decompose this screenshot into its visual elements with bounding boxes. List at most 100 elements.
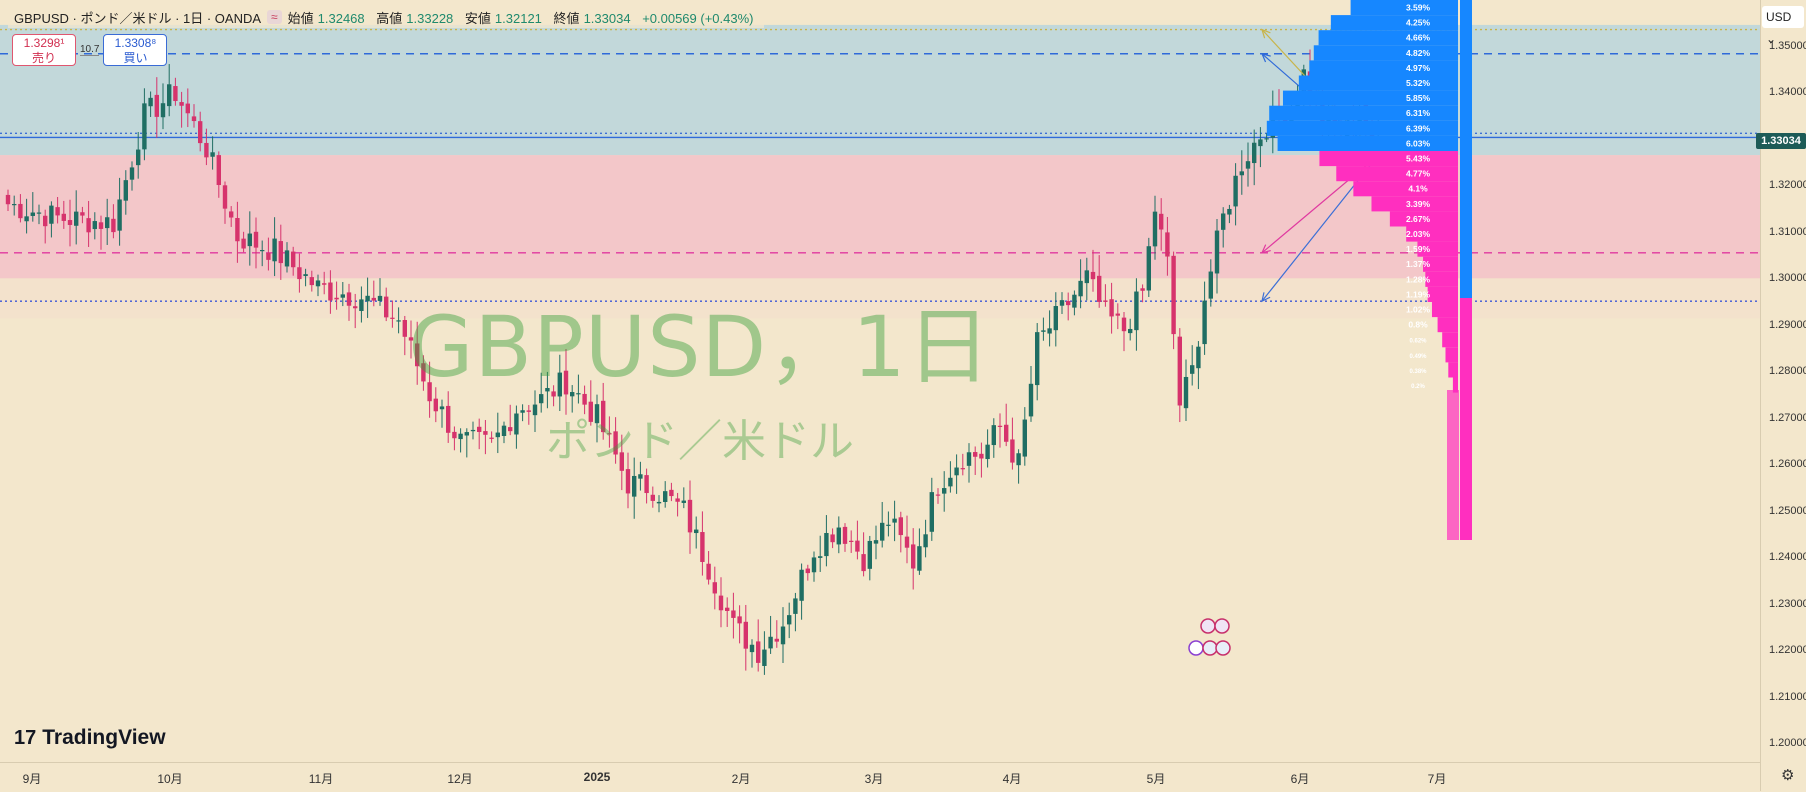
candle-body (142, 103, 147, 150)
volume-profile-bar (1371, 196, 1458, 212)
candle-body (737, 616, 742, 624)
candle-body (427, 382, 432, 402)
candle-body (694, 529, 699, 534)
candle-body (297, 267, 302, 280)
open-label: 始値 (287, 10, 314, 26)
candle-body (222, 185, 228, 209)
candle-body (650, 494, 655, 501)
volume-profile-bar (1425, 271, 1458, 287)
sell-volume-strip (1460, 298, 1472, 540)
candle-body (997, 425, 1003, 427)
candle-body (1208, 271, 1213, 299)
time-tick-label: 7月 (1427, 772, 1447, 786)
candle-body (489, 437, 494, 439)
candle-body (204, 142, 209, 158)
candle-body (384, 296, 389, 318)
candle-body (477, 426, 482, 433)
candle-body (917, 546, 922, 571)
symbol-title[interactable]: GBPUSD · ポンド／米ドル · 1日 · OANDA (14, 10, 262, 26)
candle-body (991, 425, 996, 446)
settings-icon[interactable]: ⚙ (1781, 767, 1795, 784)
candle-body (793, 598, 798, 614)
candle-body (1041, 330, 1046, 332)
candle-body (241, 238, 246, 249)
volume-profile-bar (1319, 151, 1458, 167)
event-icon-2 (1215, 640, 1231, 656)
time-tick-label: 3月 (864, 772, 884, 786)
candle-body (92, 221, 97, 230)
watermark-title: GBPUSD，1日 (408, 298, 992, 396)
volume-profile-bar (1309, 60, 1458, 76)
price-tick-label: 1.27000 (1769, 411, 1806, 424)
volume-profile-label: 0.62% (1409, 339, 1427, 345)
flag-event-icon-0 (1200, 618, 1216, 634)
candle-body (1146, 246, 1151, 291)
candle-body (619, 452, 624, 471)
volume-profile-label: 2.67% (1406, 214, 1431, 224)
candle-body (18, 203, 23, 219)
candle-body (402, 319, 407, 337)
buy-button[interactable]: 1.3308⁸ 買い (103, 34, 168, 66)
sell-button[interactable]: 1.3298¹ 売り (12, 34, 76, 66)
candle-body (948, 477, 953, 487)
candle-body (291, 251, 296, 268)
candle-body (433, 398, 438, 412)
volume-profile-label: 2.03% (1406, 229, 1431, 239)
current-price-badge: 1.33034 (1756, 133, 1806, 149)
price-zone-0 (0, 24, 1760, 156)
volume-profile-bar (1448, 362, 1458, 378)
candle-body (396, 320, 401, 322)
volume-profile-label: 5.43% (1406, 154, 1431, 164)
volume-profile-bar (1266, 120, 1458, 136)
candle-body (570, 392, 575, 397)
candle-body (1214, 230, 1220, 274)
candle-body (811, 557, 817, 573)
candle-body (799, 569, 804, 601)
candle-body (725, 607, 730, 611)
candle-body (842, 526, 848, 544)
price-tick-label: 1.21000 (1769, 690, 1806, 703)
buy-volume-strip (1460, 0, 1472, 298)
approx-icon[interactable]: ≈ (267, 10, 282, 24)
volume-profile-bar (1389, 211, 1458, 227)
candle-body (1258, 139, 1263, 147)
candle-body (1078, 280, 1083, 297)
sell-volume-tail (1447, 390, 1459, 540)
time-tick-label: 5月 (1146, 772, 1166, 786)
candle-body (830, 534, 835, 543)
candle-body (1165, 232, 1170, 257)
candle-body (458, 433, 463, 440)
candle-body (253, 231, 259, 248)
volume-profile-label: 3.39% (1406, 199, 1431, 209)
price-axis[interactable]: 1.350001.340001.330001.320001.310001.300… (1760, 0, 1806, 791)
volume-profile-label: 1.59% (1406, 244, 1431, 254)
time-axis[interactable]: 9月 10月 11月 12月 2025 2月 3月 4月 5月 6月 7月 (0, 762, 1760, 792)
tradingview-logo[interactable]: 17 TradingView (14, 726, 166, 750)
candle-body (663, 491, 668, 503)
currency-selector[interactable]: USD ⌄ (1762, 6, 1804, 46)
candle-body (154, 94, 159, 117)
candle-body (762, 649, 767, 666)
candle-body (855, 540, 860, 552)
candle-body (1103, 300, 1108, 302)
volume-profile-label: 0.8% (1408, 320, 1428, 330)
candle-body (1152, 211, 1158, 247)
candle-body (495, 432, 500, 438)
price-tick-label: 1.28000 (1769, 365, 1806, 378)
candle-body (756, 641, 761, 663)
candle-body (61, 213, 66, 221)
volume-profile-bar (1313, 45, 1458, 61)
candle-body (954, 467, 959, 476)
candle-body (1221, 213, 1226, 230)
candle-body (1233, 175, 1238, 207)
candle-body (1053, 306, 1058, 331)
candle-body (371, 297, 376, 301)
candle-body (284, 250, 290, 267)
close-value: 1.33034 (583, 10, 631, 26)
candle-body (539, 394, 544, 404)
volume-profile-bar (1445, 347, 1458, 363)
candle-body (303, 274, 308, 276)
price-tick-label: 1.35000 (1769, 39, 1806, 52)
candle-body (1171, 255, 1176, 335)
